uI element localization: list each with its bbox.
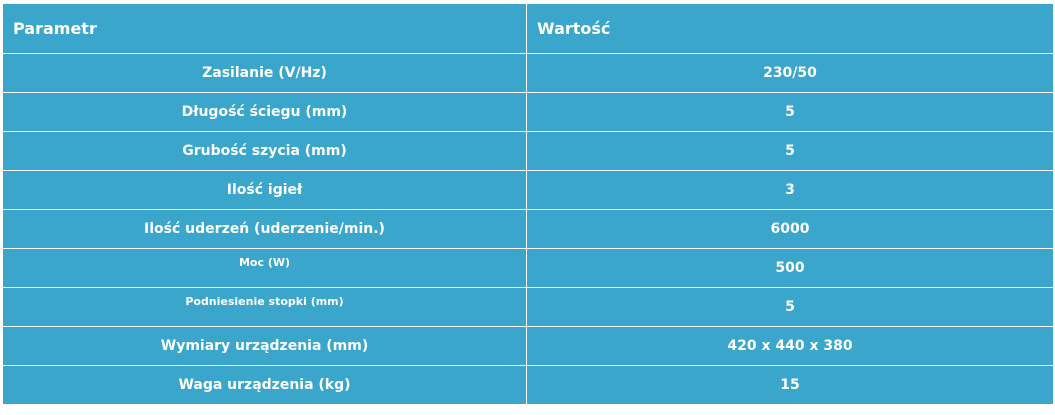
value-cell: 5 xyxy=(526,92,1054,132)
param-cell: Grubość szycia (mm) xyxy=(2,131,527,171)
table-row: Ilość igieł 3 xyxy=(2,170,1054,210)
table-row: Zasilanie (V/Hz) 230/50 xyxy=(2,53,1054,93)
value-cell: 5 xyxy=(526,131,1054,171)
table-row: Grubość szycia (mm) 5 xyxy=(2,131,1054,171)
value-cell: 15 xyxy=(526,365,1054,405)
param-cell: Ilość igieł xyxy=(2,170,527,210)
header-param: Parametr xyxy=(2,3,527,54)
param-cell: Waga urządzenia (kg) xyxy=(2,365,527,405)
header-value: Wartość xyxy=(526,3,1054,54)
value-cell: 420 x 440 x 380 xyxy=(526,326,1054,366)
param-cell: Ilość uderzeń (uderzenie/min.) xyxy=(2,209,527,249)
table-header-row: Parametr Wartość xyxy=(2,3,1054,54)
table-row: Moc (W) 500 xyxy=(2,248,1054,288)
param-cell: Długość ściegu (mm) xyxy=(2,92,527,132)
param-cell: Podniesienie stopki (mm) xyxy=(2,287,527,327)
spec-table: Parametr Wartość Zasilanie (V/Hz) 230/50… xyxy=(2,3,1054,405)
value-cell: 5 xyxy=(526,287,1054,327)
param-cell: Zasilanie (V/Hz) xyxy=(2,53,527,93)
table-row: Ilość uderzeń (uderzenie/min.) 6000 xyxy=(2,209,1054,249)
table-row: Podniesienie stopki (mm) 5 xyxy=(2,287,1054,327)
value-cell: 230/50 xyxy=(526,53,1054,93)
value-cell: 500 xyxy=(526,248,1054,288)
param-cell: Moc (W) xyxy=(2,248,527,288)
table-row: Waga urządzenia (kg) 15 xyxy=(2,365,1054,405)
value-cell: 3 xyxy=(526,170,1054,210)
param-cell: Wymiary urządzenia (mm) xyxy=(2,326,527,366)
table-row: Długość ściegu (mm) 5 xyxy=(2,92,1054,132)
table-row: Wymiary urządzenia (mm) 420 x 440 x 380 xyxy=(2,326,1054,366)
value-cell: 6000 xyxy=(526,209,1054,249)
